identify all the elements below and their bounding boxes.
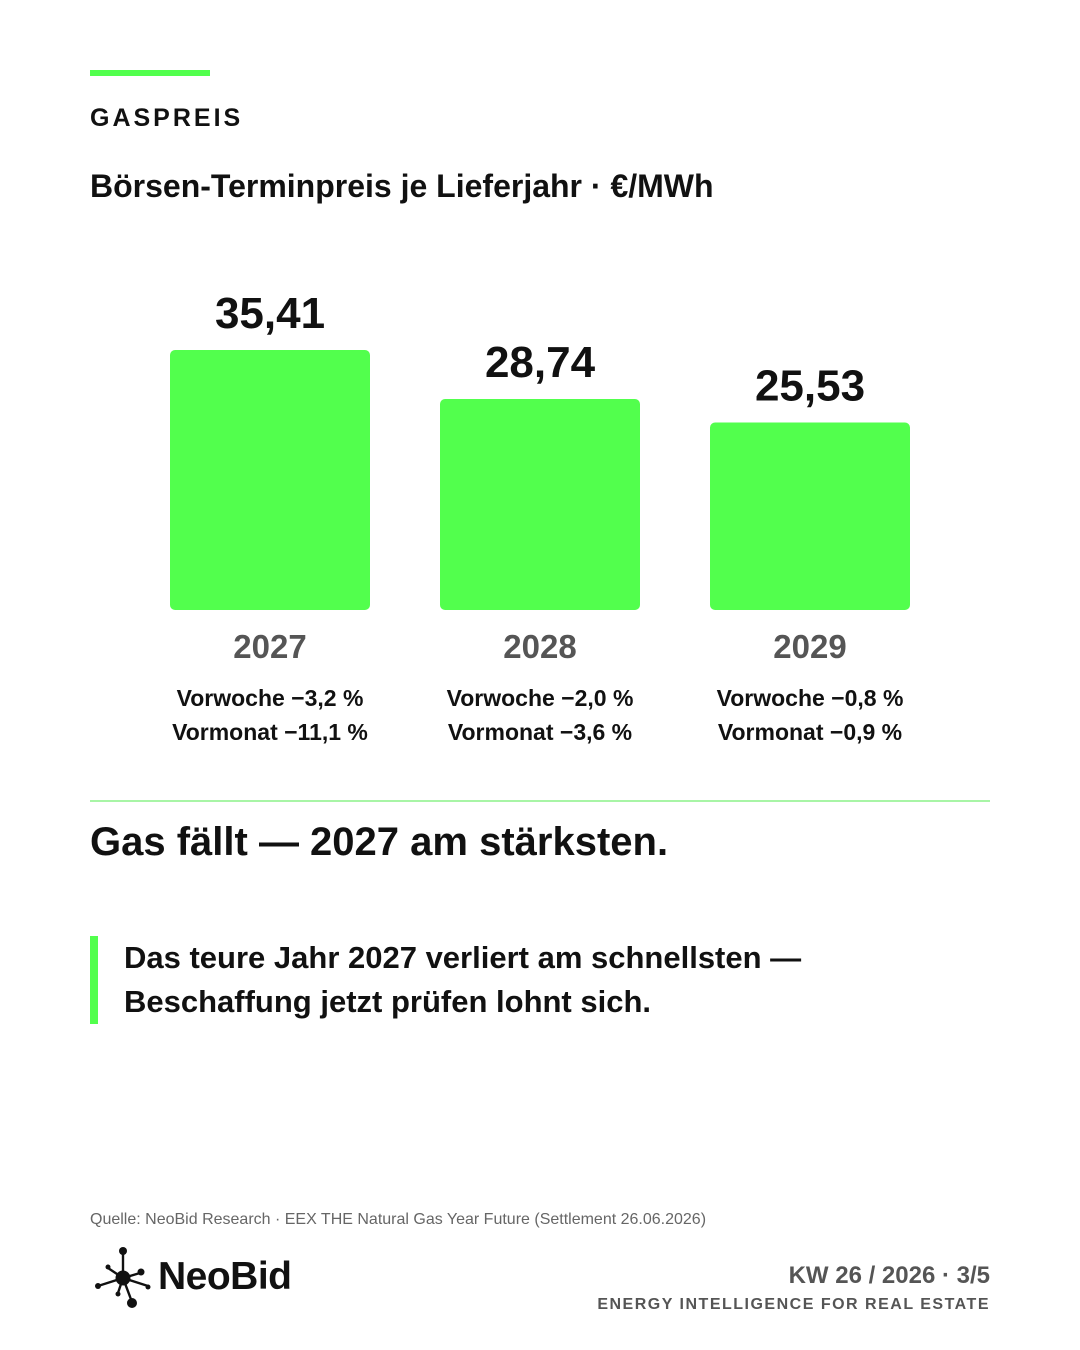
accent-rule [90, 70, 210, 76]
value-label-2028: 28,74 [485, 338, 596, 387]
category-label-2028: 2028 [503, 628, 576, 665]
bar-2027 [170, 350, 370, 610]
brand-logo: NeoBid [94, 1246, 292, 1308]
source-note: Quelle: NeoBid Research · EEX THE Natura… [90, 1211, 707, 1228]
week-page-indicator: KW 26 / 2026 · 3/5 [788, 1262, 990, 1289]
value-label-2027: 35,41 [215, 289, 325, 338]
bar-chart: 35,41 2027 Vorwoche −3,2 % Vormonat −11,1 %… [170, 289, 910, 745]
week-change-2029: Vorwoche −0,8 % [717, 685, 904, 711]
chart-subtitle: Börsen-Terminpreis je Lieferjahr · €/MWh [90, 168, 714, 204]
bar-2028 [440, 398, 640, 610]
month-change-2029: Vormonat −0,9 % [718, 719, 902, 745]
callout-quote: Das teure Jahr 2027 verliert am schnells… [90, 936, 824, 1024]
month-change-2028: Vormonat −3,6 % [448, 719, 632, 745]
headline: Gas fällt — 2027 am stärksten. [90, 820, 669, 864]
bar-2029 [710, 422, 910, 610]
divider [90, 800, 990, 802]
week-change-2027: Vorwoche −3,2 % [177, 685, 364, 711]
section-eyebrow: GASPREIS [90, 104, 244, 132]
month-change-2027: Vormonat −11,1 % [172, 719, 368, 745]
brand-name: NeoBid [158, 1255, 292, 1298]
week-change-2028: Vorwoche −2,0 % [447, 685, 634, 711]
category-label-2027: 2027 [233, 628, 306, 665]
category-label-2029: 2029 [773, 628, 846, 665]
value-label-2029: 25,53 [755, 362, 865, 411]
brand-tagline: ENERGY INTELLIGENCE FOR REAL ESTATE [597, 1296, 990, 1313]
network-node-icon [95, 1247, 151, 1308]
